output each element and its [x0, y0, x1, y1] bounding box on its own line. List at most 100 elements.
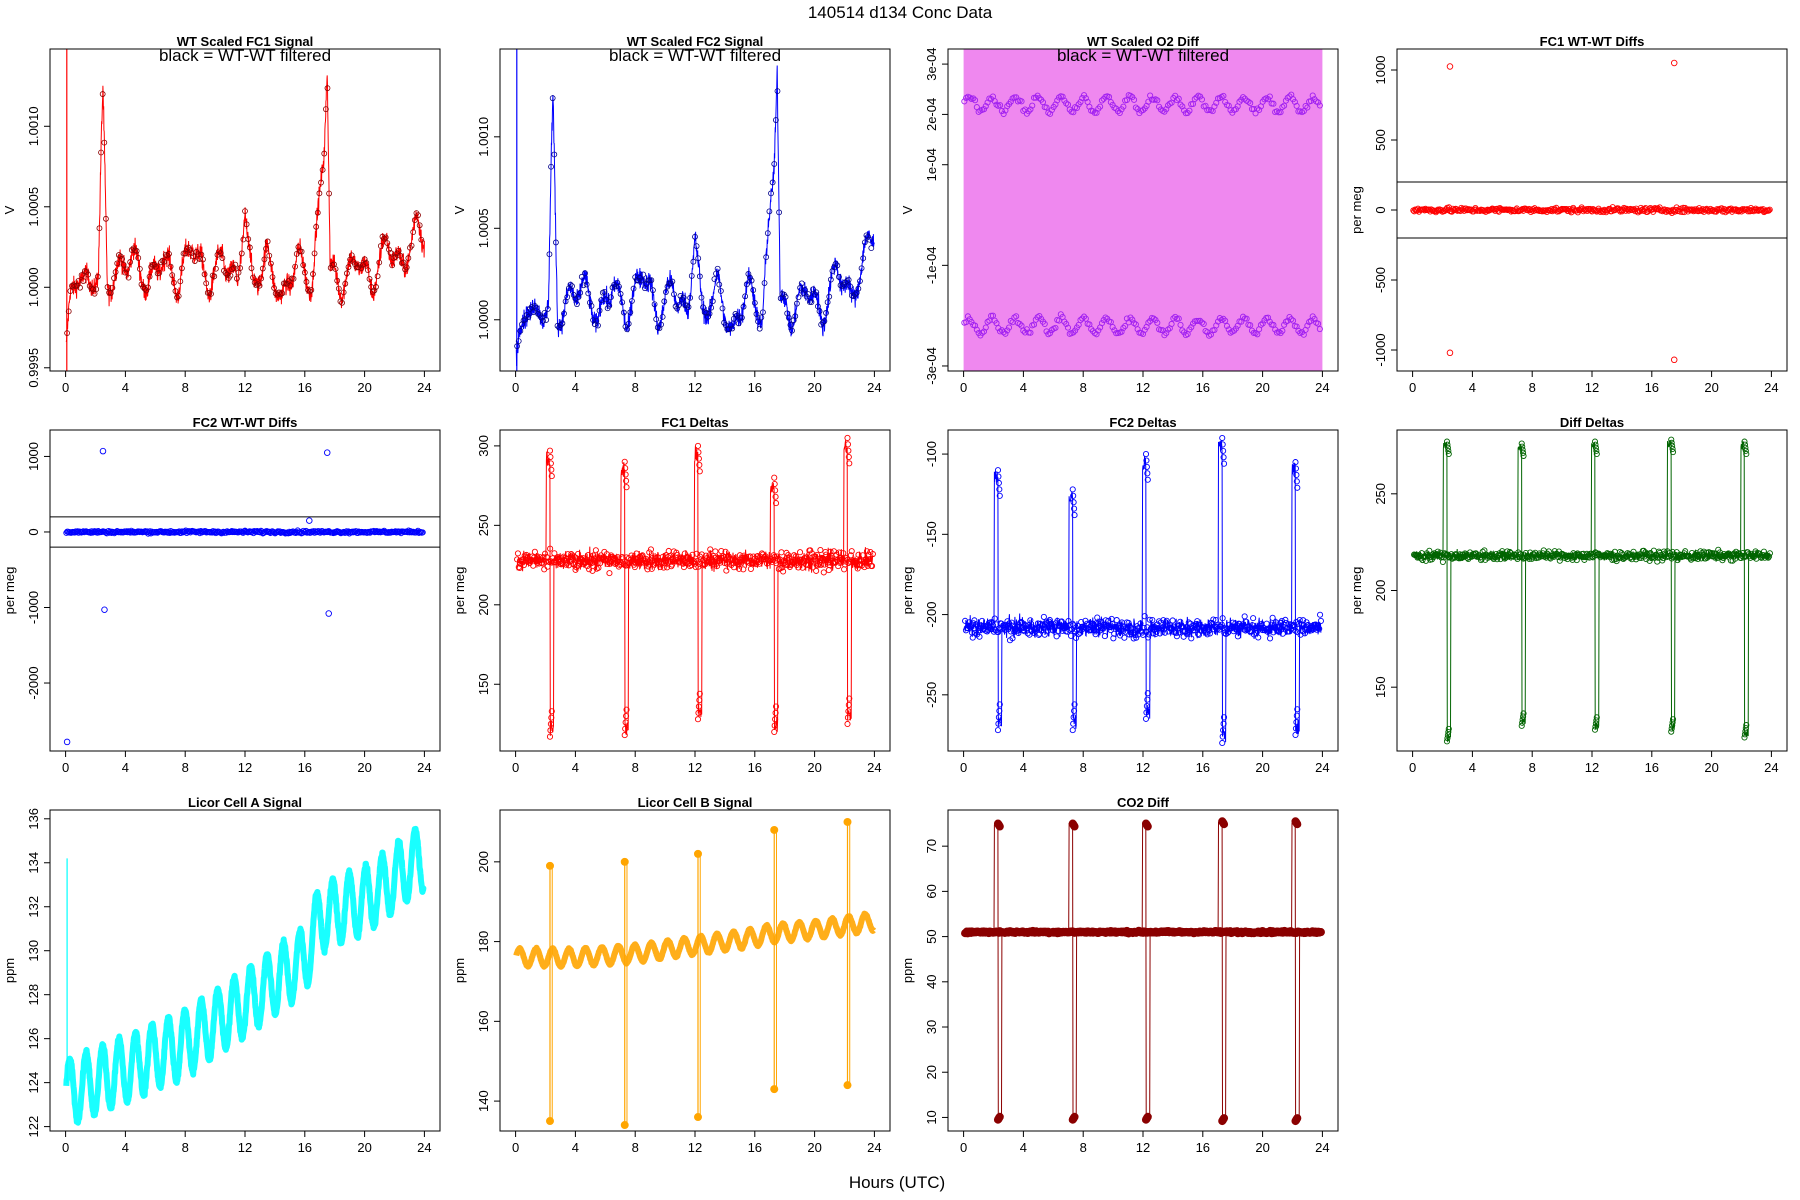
- data-point: [321, 150, 328, 157]
- data-point: [124, 266, 130, 273]
- data-point: [310, 271, 316, 277]
- plot-frame: [49, 809, 441, 1132]
- panel-annotation: black = WT-WT filtered: [609, 46, 781, 65]
- data-point: [334, 277, 341, 284]
- x-tick-label: 16: [748, 380, 762, 395]
- data-point: [695, 563, 702, 570]
- spike-high-point: [995, 479, 1002, 487]
- data-point: [1243, 618, 1250, 625]
- data-point: [313, 223, 320, 230]
- x-tick-label: 4: [122, 380, 129, 395]
- data-point: [1435, 207, 1442, 214]
- data-point: [990, 628, 997, 635]
- data-point: [1040, 613, 1047, 620]
- data-point: [640, 271, 647, 278]
- spike-low-point: [1445, 725, 1452, 733]
- panel-title: FC1 WT-WT Diffs: [1540, 34, 1645, 49]
- data-point: [119, 256, 125, 262]
- data-point: [601, 288, 608, 295]
- spike-high-point: [1669, 448, 1677, 456]
- data-point: [591, 321, 598, 328]
- data-point: [1422, 557, 1430, 564]
- outlier-point: [1446, 63, 1454, 70]
- spike-low-point: [1445, 728, 1452, 736]
- spike-low-point: [1143, 1112, 1152, 1121]
- y-tick-label: 180: [476, 931, 491, 953]
- y-tick-label: -150: [924, 521, 939, 547]
- data-point: [376, 259, 383, 266]
- data-point: [610, 554, 617, 561]
- data-point: [852, 291, 859, 298]
- data-point: [603, 296, 609, 303]
- data-point: [516, 564, 523, 572]
- data-point: [1316, 102, 1323, 109]
- data-point: [65, 308, 72, 315]
- spike-high-point: [995, 822, 1004, 831]
- data-point: [335, 528, 343, 535]
- data-point: [590, 552, 597, 559]
- spike-high-point: [1591, 438, 1599, 445]
- data-point: [847, 283, 854, 290]
- spike-high-point: [1741, 441, 1748, 448]
- data-point: [1222, 98, 1229, 106]
- data-point: [1759, 207, 1766, 214]
- data-point: [829, 268, 836, 274]
- data-point: [592, 547, 599, 554]
- x-tick-label: 4: [1469, 760, 1476, 775]
- data-point: [835, 563, 842, 570]
- data-point: [648, 277, 655, 284]
- data-point: [861, 239, 868, 246]
- x-tick-label: 16: [1196, 1140, 1210, 1155]
- data-point: [1282, 616, 1289, 623]
- data-point: [1169, 617, 1176, 624]
- spike-high-point: [620, 857, 629, 866]
- data-point: [1197, 317, 1204, 324]
- data-point: [217, 250, 224, 257]
- data-point: [662, 289, 669, 295]
- y-axis-label: per meg: [900, 567, 915, 615]
- data-point: [1159, 624, 1166, 631]
- data-point: [143, 287, 150, 294]
- data-point: [809, 564, 816, 571]
- data-point: [1210, 616, 1217, 623]
- spike-high-point: [1293, 820, 1302, 829]
- data-point: [614, 279, 621, 286]
- data-point: [763, 254, 770, 261]
- spike-high-point: [1070, 492, 1077, 499]
- data-point: [574, 301, 580, 308]
- data-point: [1236, 98, 1243, 105]
- data-point: [567, 554, 574, 561]
- data-point: [411, 217, 418, 224]
- data-point: [77, 284, 83, 291]
- x-tick-label: 8: [1080, 760, 1087, 775]
- data-point: [595, 322, 601, 329]
- data-point: [1058, 618, 1065, 625]
- data-point: [1120, 103, 1127, 110]
- data-point: [756, 560, 763, 567]
- data-point: [747, 274, 753, 281]
- y-tick-label: 10: [924, 1110, 939, 1124]
- chart-fc2_wtwt: FC2 WT-WT Diffs 0 4 8 12 16 20 24 -2000 -1000 0 100…: [2, 415, 441, 775]
- data-point: [114, 260, 121, 267]
- data-point: [1297, 631, 1304, 638]
- spike-low-point: [1742, 725, 1749, 732]
- data-point: [539, 560, 546, 567]
- data-point: [1197, 93, 1204, 100]
- panel-annotation: black = WT-WT filtered: [1057, 46, 1229, 65]
- data-point: [315, 527, 322, 535]
- data-point: [547, 545, 554, 552]
- data-point: [1027, 617, 1034, 624]
- x-tick-label: 8: [1080, 380, 1087, 395]
- data-point: [1048, 106, 1055, 114]
- plot-frame: [49, 429, 441, 752]
- data-point: [386, 246, 392, 253]
- data-point: [1231, 327, 1238, 334]
- data-point: [762, 553, 769, 560]
- data-point: [1041, 631, 1048, 638]
- data-point: [212, 530, 219, 537]
- y-tick-label: 200: [1373, 580, 1388, 602]
- data-point: [1631, 552, 1638, 559]
- y-tick-label: -250: [924, 682, 939, 708]
- data-point: [1277, 109, 1284, 116]
- data-point: [1279, 630, 1286, 637]
